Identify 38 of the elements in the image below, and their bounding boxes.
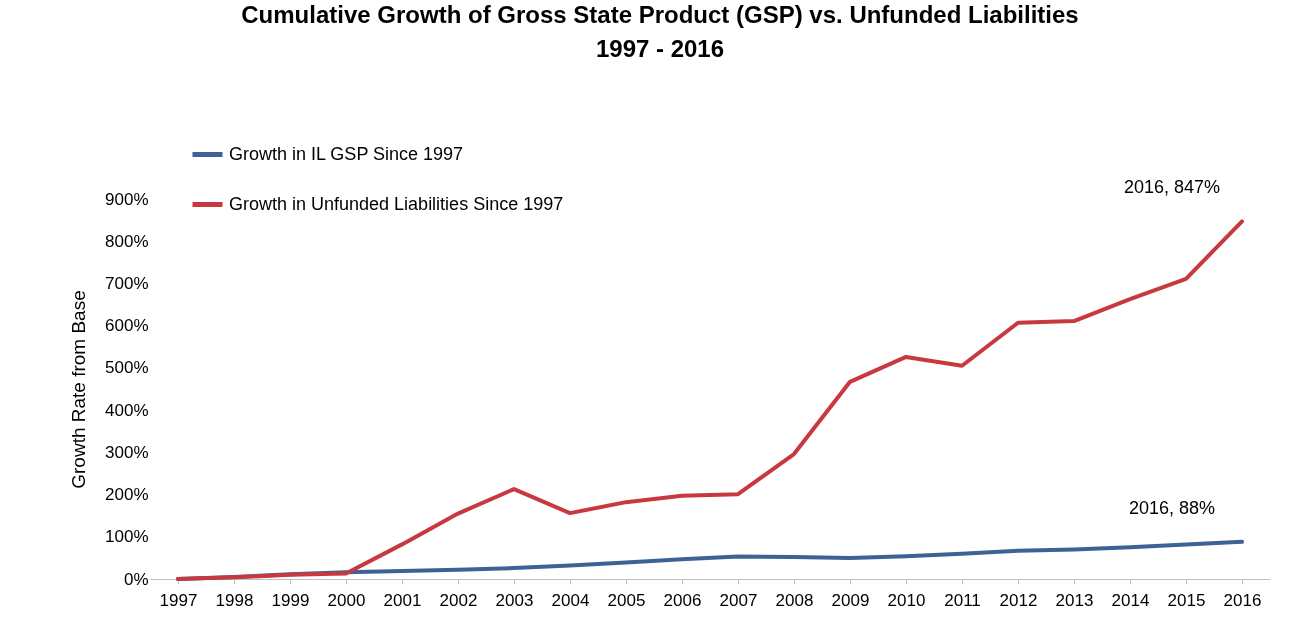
- y-tick-label: 200%: [105, 485, 149, 505]
- y-tick-label: 100%: [105, 527, 149, 547]
- x-tick-label: 2013: [1055, 590, 1094, 610]
- annotation: 2016, 847%: [1123, 177, 1221, 198]
- x-tick-label: 2001: [383, 590, 422, 610]
- x-tick-label: 2010: [887, 590, 926, 610]
- line-series: [176, 219, 1244, 581]
- y-tick-label: 800%: [105, 231, 149, 251]
- x-tick-label: 1999: [271, 590, 310, 610]
- x-tick-label: 2002: [439, 590, 478, 610]
- annotation: 2016, 88%: [1128, 497, 1216, 518]
- y-axis-title: Growth Rate from Base: [68, 290, 90, 489]
- x-tick-label: 1998: [215, 590, 254, 610]
- x-tick-label: 2014: [1111, 590, 1150, 610]
- legend-label: Growth in IL GSP Since 1997: [229, 143, 464, 164]
- y-tick-label: 500%: [105, 358, 149, 378]
- x-tick-label: 2006: [663, 590, 702, 610]
- x-tick-label: 2000: [327, 590, 366, 610]
- legend-label: Growth in Unfunded Liabilities Since 1997: [229, 193, 564, 214]
- x-tick-label: 2016: [1223, 590, 1262, 610]
- x-tick-label: 2008: [775, 590, 814, 610]
- x-tick-label: 2003: [495, 590, 534, 610]
- x-tick-label: 2011: [944, 590, 981, 610]
- x-tick-label: 2012: [999, 590, 1038, 610]
- chart-subtitle: 1997 - 2016: [595, 35, 725, 62]
- x-tick-label: 2005: [607, 590, 646, 610]
- y-tick-label: 900%: [105, 189, 149, 209]
- x-tick-label: 2015: [1167, 590, 1206, 610]
- y-tick-label: 600%: [105, 316, 149, 336]
- chart-title: Cumulative Growth of Gross State Product (GSP) vs. Unfunded Liabilities: [241, 1, 1079, 28]
- y-tick-label: 400%: [105, 400, 149, 420]
- y-tick-label: 0%: [123, 569, 149, 589]
- x-tick-label: 2004: [551, 590, 590, 610]
- x-tick-label: 2009: [831, 590, 870, 610]
- y-tick-label: 300%: [105, 442, 149, 462]
- x-tick-label: 1997: [159, 590, 198, 610]
- y-tick-label: 700%: [105, 273, 149, 293]
- x-tick-label: 2007: [719, 590, 758, 610]
